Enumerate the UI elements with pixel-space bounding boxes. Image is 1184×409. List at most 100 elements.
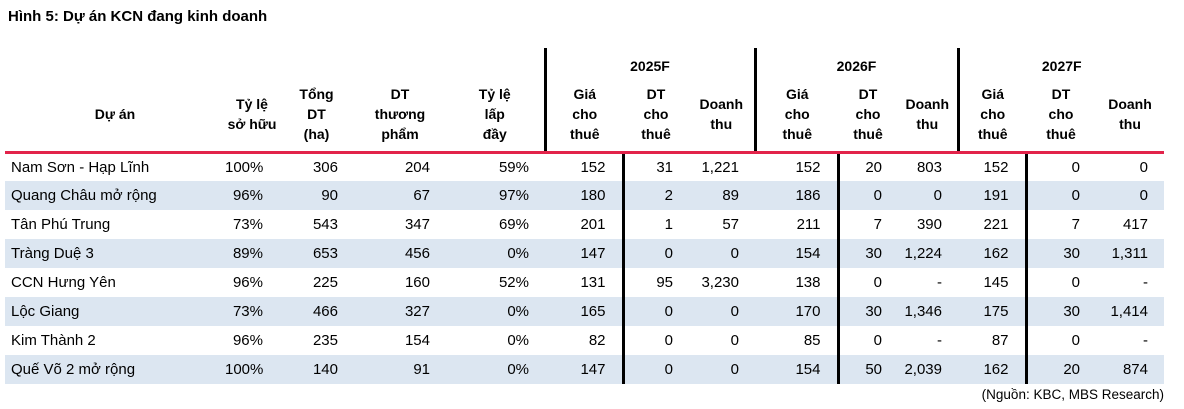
project-name-cell: Nam Sơn - Hạp Lĩnh: [11, 158, 150, 176]
value-cell: 100%: [225, 158, 264, 176]
value-cell: 152: [545, 152, 625, 181]
table-row: Nam Sơn - Hạp Lĩnh 100% 306 204 59% 152 31 1,22…: [5, 152, 1164, 181]
table-row: Tràng Duệ 3 89% 653 456 0% 147 0 0 154 30 1,224 162…: [5, 239, 1164, 268]
value-cell: 1,414: [1110, 303, 1148, 320]
value-cell: 0: [1071, 187, 1080, 204]
value-cell: 1,221: [701, 158, 739, 176]
value-cell: 154: [755, 239, 840, 268]
value-cell: 0: [873, 187, 882, 204]
value-cell: 85: [755, 326, 840, 355]
header-total-area: Tổng DT (ha): [279, 48, 354, 154]
value-cell: 67: [413, 187, 430, 204]
value-cell: 191: [958, 181, 1028, 210]
value-cell: 100%: [225, 361, 264, 378]
value-cell: 147: [545, 355, 625, 384]
value-cell: 30: [1063, 245, 1080, 262]
value-cell: -: [937, 274, 942, 291]
project-name-cell: Kim Thành 2: [11, 332, 96, 349]
project-name-cell: Tràng Duệ 3: [11, 245, 94, 262]
value-cell: 131: [545, 268, 625, 297]
header-year-2025: 2025F: [545, 48, 757, 78]
value-cell: 221: [958, 210, 1028, 239]
value-cell: 90: [321, 187, 338, 204]
value-cell: 97%: [498, 187, 529, 204]
value-cell: 466: [312, 303, 338, 320]
value-cell: 0: [933, 187, 942, 204]
projects-table: Dự án Tỷ lệ sở hữu Tổng DT (ha) DT thươn…: [5, 48, 1164, 384]
value-cell: -: [937, 332, 942, 349]
value-cell: 73%: [232, 303, 263, 320]
value-cell: 82: [545, 326, 625, 355]
value-cell: 0: [730, 303, 739, 320]
project-name-cell: Quế Võ 2 mở rộng: [11, 361, 136, 378]
header-rent-price-2025: Giá cho thuê: [545, 78, 623, 154]
value-cell: 0: [664, 361, 673, 378]
value-cell: 0: [1071, 332, 1080, 349]
value-cell: 327: [404, 303, 430, 320]
figure-title: Hình 5: Dự án KCN đang kinh doanh: [8, 8, 268, 25]
table-row: Tân Phú Trung 73% 543 347 69% 201 1 57 211 7 390 22…: [5, 210, 1164, 239]
value-cell: 306: [312, 158, 338, 176]
header-ownership: Tỷ lệ sở hữu: [225, 48, 279, 154]
table-header: Dự án Tỷ lệ sở hữu Tổng DT (ha) DT thươn…: [5, 48, 1164, 154]
source-note: (Nguồn: KBC, MBS Research): [981, 387, 1164, 402]
value-cell: 20: [1063, 361, 1080, 378]
table-row: Quế Võ 2 mở rộng 100% 140 91 0% 147 0 0 154 50 2,0…: [5, 355, 1164, 384]
value-cell: 0: [873, 274, 882, 291]
value-cell: 1,224: [904, 245, 942, 262]
value-cell: 0: [1139, 187, 1148, 204]
value-cell: 417: [1122, 216, 1148, 233]
value-cell: 30: [865, 303, 882, 320]
value-cell: 69%: [498, 216, 529, 233]
value-cell: 653: [312, 245, 338, 262]
value-cell: 0: [1139, 158, 1148, 176]
value-cell: 95: [656, 274, 673, 291]
value-cell: 87: [958, 326, 1028, 355]
value-cell: 91: [413, 361, 430, 378]
value-cell: 186: [755, 181, 840, 210]
value-cell: 89%: [232, 245, 263, 262]
value-cell: 347: [404, 216, 430, 233]
value-cell: 89: [722, 187, 739, 204]
value-cell: 874: [1122, 361, 1148, 378]
value-cell: 0: [1071, 158, 1080, 176]
value-cell: 145: [958, 268, 1028, 297]
value-cell: 211: [755, 210, 840, 239]
value-cell: 50: [865, 361, 882, 378]
value-cell: 0: [664, 332, 673, 349]
value-cell: 154: [404, 332, 430, 349]
value-cell: 30: [1063, 303, 1080, 320]
value-cell: 7: [873, 216, 882, 233]
header-leased-area-2025: DT cho thuê: [623, 78, 689, 154]
value-cell: 73%: [232, 216, 263, 233]
value-cell: 140: [312, 361, 338, 378]
header-rent-price-2027: Giá cho thuê: [958, 78, 1026, 154]
value-cell: 96%: [232, 274, 263, 291]
header-revenue-2026: Doanh thu: [898, 78, 960, 154]
value-cell: 57: [722, 216, 739, 233]
header-occupancy: Tỷ lệ lấp đầy: [446, 48, 547, 154]
value-cell: 225: [312, 274, 338, 291]
project-name-cell: CCN Hưng Yên: [11, 274, 116, 291]
header-year-2026: 2026F: [755, 48, 960, 78]
value-cell: 0%: [507, 332, 529, 349]
header-leased-area-2027: DT cho thuê: [1026, 78, 1096, 154]
value-cell: 1,346: [904, 303, 942, 320]
value-cell: 204: [404, 158, 430, 176]
value-cell: 2: [664, 187, 673, 204]
value-cell: 456: [404, 245, 430, 262]
table-row: CCN Hưng Yên 96% 225 160 52% 131 95 3,230 138 0-1…: [5, 268, 1164, 297]
value-cell: 3,230: [701, 274, 739, 291]
value-cell: 154: [755, 355, 840, 384]
value-cell: 52%: [498, 274, 529, 291]
value-cell: 803: [916, 158, 942, 176]
value-cell: 0: [730, 245, 739, 262]
value-cell: 543: [312, 216, 338, 233]
value-cell: 147: [545, 239, 625, 268]
project-name-cell: Lộc Giang: [11, 303, 80, 320]
value-cell: 30: [865, 245, 882, 262]
value-cell: 162: [958, 355, 1028, 384]
header-revenue-2027: Doanh thu: [1096, 78, 1164, 154]
value-cell: 59%: [498, 158, 529, 176]
project-name-cell: Tân Phú Trung: [11, 216, 111, 233]
